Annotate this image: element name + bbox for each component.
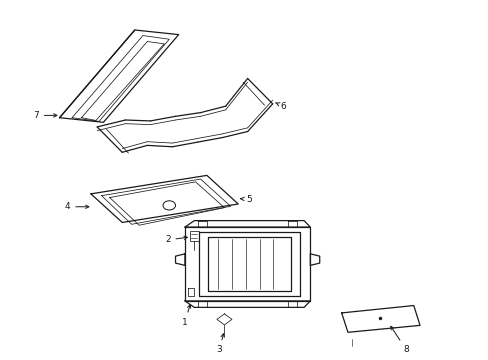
Bar — [189, 231, 198, 241]
Text: 5: 5 — [240, 195, 252, 204]
Text: 6: 6 — [275, 102, 286, 111]
Text: 3: 3 — [216, 334, 224, 354]
Text: 8: 8 — [390, 326, 408, 354]
Text: 4: 4 — [64, 202, 89, 211]
Text: 7: 7 — [33, 111, 57, 120]
Text: 1: 1 — [182, 305, 190, 327]
Text: 2: 2 — [164, 235, 187, 244]
